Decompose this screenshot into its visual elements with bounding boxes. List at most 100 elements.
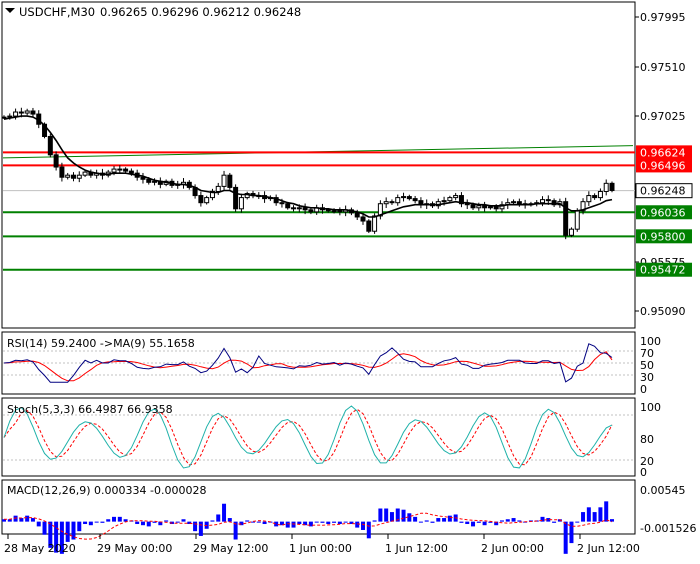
macd-histogram-bar	[285, 521, 290, 528]
bull-candle	[7, 115, 13, 118]
time-tick-label: 1 Jun 12:00	[385, 542, 448, 555]
moving-average-line	[3, 115, 613, 218]
bear-candle	[302, 207, 308, 211]
macd-histogram-bar	[36, 521, 41, 527]
bear-candle	[493, 206, 499, 210]
macd-histogram-bar	[291, 521, 296, 528]
macd-histogram-bar	[152, 521, 157, 523]
macd-histogram-bar	[413, 516, 418, 522]
bull-candle	[209, 190, 215, 199]
macd-histogram-bar	[13, 515, 18, 522]
bull-candle	[331, 210, 337, 213]
macd-histogram-bar	[604, 501, 609, 522]
current-price-tag	[635, 183, 693, 199]
macd-histogram-bar	[424, 520, 429, 522]
bear-candle	[308, 209, 314, 213]
price-series	[1, 107, 615, 240]
macd-histogram-bar	[569, 521, 574, 544]
macd-signal-line	[4, 512, 613, 540]
rsi-tick-label: 100	[640, 335, 661, 348]
rsi-ma-line	[3, 351, 613, 382]
macd-histogram-bar	[250, 521, 255, 523]
stoch-panel[interactable]	[1, 397, 636, 477]
macd-histogram-bar	[563, 521, 568, 554]
macd-histogram-bar	[552, 521, 557, 523]
macd-histogram-bar	[279, 521, 284, 526]
bull-candle	[603, 182, 609, 192]
macd-histogram-bar	[389, 512, 394, 522]
macd-histogram-bar	[598, 507, 603, 522]
bull-candle	[401, 196, 407, 199]
bear-candle	[389, 201, 395, 204]
price-axis[interactable]: 0.97995 0.97510 0.97025 0.95575 0.95090	[635, 11, 686, 318]
bull-candle	[82, 171, 88, 176]
macd-histogram-bar	[308, 521, 313, 527]
macd-histogram-bar	[511, 518, 516, 522]
macd-histogram-bar	[158, 521, 163, 526]
bear-candle	[146, 178, 152, 183]
price-tick-label: 0.97995	[640, 11, 686, 24]
macd-histogram-bar	[25, 515, 30, 522]
resistance-level-value: 0.96496	[640, 159, 686, 172]
macd-histogram-bar	[343, 521, 348, 523]
bull-candle	[215, 185, 221, 192]
stoch-tick-label: 100	[640, 401, 661, 414]
bull-candle	[296, 207, 302, 210]
macd-histogram-bar	[210, 520, 215, 522]
macd-histogram-bar	[48, 521, 53, 548]
bear-candle	[609, 182, 615, 191]
macd-histogram-bar	[164, 520, 169, 522]
macd-histogram-bar	[337, 521, 342, 525]
rsi-line	[3, 343, 613, 383]
bear-candle	[354, 212, 360, 218]
macd-histogram-bar	[592, 512, 597, 522]
time-axis[interactable]: 28 May 2020 29 May 00:00 29 May 12:00 1 …	[4, 534, 640, 555]
bear-candle	[470, 204, 476, 209]
macd-histogram-bar	[222, 503, 227, 522]
macd-histogram-bar	[320, 521, 325, 523]
macd-histogram-bar	[233, 521, 238, 540]
collapse-triangle-icon[interactable]	[5, 8, 15, 13]
macd-histogram-bar	[100, 521, 105, 523]
bear-candle	[279, 202, 285, 205]
bull-candle	[586, 195, 592, 203]
macd-histogram-bar	[372, 520, 377, 522]
time-tick-label: 2 Jun 00:00	[481, 542, 544, 555]
macd-histogram-bar	[326, 521, 331, 525]
macd-histogram-bar	[517, 520, 522, 522]
macd-histogram-bar	[494, 521, 499, 526]
bull-candle	[76, 174, 82, 179]
bear-candle	[360, 216, 366, 222]
time-tick-label: 29 May 00:00	[97, 542, 172, 555]
macd-histogram-bar	[135, 521, 140, 525]
macd-histogram-bar	[106, 519, 111, 522]
bull-candle	[580, 201, 586, 212]
bull-candle	[238, 197, 244, 210]
bear-candle	[140, 176, 146, 180]
stoch-main-line	[3, 405, 613, 469]
macd-histogram-bar	[610, 519, 614, 522]
bear-candle	[482, 205, 488, 209]
bear-candle	[366, 220, 372, 232]
macd-histogram-bar	[19, 518, 24, 522]
bull-candle	[372, 215, 378, 232]
rsi-tick-label: 70	[640, 347, 654, 360]
macd-histogram-bar	[274, 521, 279, 527]
macd-histogram-bar	[198, 521, 203, 536]
bear-candle	[412, 198, 418, 202]
macd-histogram-bar	[187, 521, 192, 525]
macd-histogram-bar	[30, 518, 35, 522]
macd-histogram-bar	[482, 521, 487, 526]
macd-histogram-bar	[407, 513, 412, 522]
resistance-level-value: 0.96624	[640, 146, 686, 159]
macd-histogram-bar	[117, 516, 122, 522]
symbol-label: USDCHF,M30	[19, 5, 95, 19]
resistance-level-tag	[636, 145, 692, 160]
bear-candle	[70, 174, 76, 179]
bull-candle	[441, 200, 447, 203]
rsi-tick-label: 50	[640, 359, 654, 372]
bear-candle	[233, 186, 239, 210]
macd-histogram-bar	[77, 521, 82, 532]
